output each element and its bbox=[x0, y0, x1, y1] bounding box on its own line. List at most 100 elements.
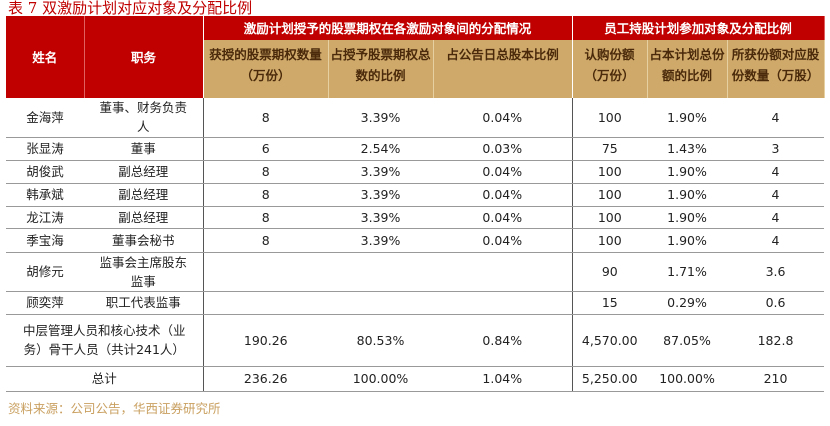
table-cell: 190.26 bbox=[203, 314, 328, 367]
table-cell: 3.39% bbox=[328, 183, 433, 207]
table-cell: 副总经理 bbox=[84, 206, 204, 229]
table-cell: 6 bbox=[203, 137, 328, 161]
table-cell: 4 bbox=[727, 206, 825, 229]
table-cell: 4,570.00 bbox=[572, 314, 648, 367]
table-cell: 100.00% bbox=[647, 366, 728, 392]
source-note: 资料来源：公司公告，华西证券研究所 bbox=[8, 401, 221, 416]
table-cell: 0.03% bbox=[433, 137, 573, 161]
table-title: 表 7 双激励计划对应对象及分配比例 bbox=[8, 0, 253, 17]
table-cell: 8 bbox=[203, 206, 328, 229]
header-c1: 获授的股票期权数量（万份） bbox=[203, 40, 329, 98]
table-cell: 8 bbox=[203, 228, 328, 253]
table-cell bbox=[203, 291, 328, 315]
header-c6: 所获份额对应股份数量（万股） bbox=[727, 40, 825, 98]
table-cell: 1.90% bbox=[647, 98, 728, 138]
table-cell: 100 bbox=[572, 98, 648, 138]
table-cell: 副总经理 bbox=[84, 160, 204, 184]
header-name: 姓名 bbox=[6, 16, 85, 98]
table-cell: 3.39% bbox=[328, 228, 433, 253]
table-cell: 0.6 bbox=[727, 291, 825, 315]
table-cell: 2.54% bbox=[328, 137, 433, 161]
table-cell: 总计 bbox=[6, 366, 204, 392]
table-cell: 5,250.00 bbox=[572, 366, 648, 392]
table-cell: 胡修元 bbox=[6, 252, 84, 292]
table-cell: 100 bbox=[572, 183, 648, 207]
table-row: 胡修元 监事会主席股东监事 90 1.71% 3.6 bbox=[6, 252, 825, 292]
table-cell: 龙江涛 bbox=[6, 206, 84, 229]
table-row: 韩承斌 副总经理 8 3.39% 0.04% 100 1.90% 4 bbox=[6, 183, 825, 207]
table-cell: 90 bbox=[572, 252, 648, 292]
header-c4: 认购份额（万份） bbox=[572, 40, 648, 98]
table-cell: 3.6 bbox=[727, 252, 825, 292]
table-cell: 0.04% bbox=[433, 228, 573, 253]
table-cell: 100 bbox=[572, 206, 648, 229]
table-cell: 董事 bbox=[84, 137, 204, 161]
table-cell: 监事会主席股东监事 bbox=[84, 252, 204, 292]
table-cell: 8 bbox=[203, 98, 328, 138]
table-cell bbox=[433, 291, 573, 315]
table-cell: 3.39% bbox=[328, 160, 433, 184]
table-cell bbox=[328, 291, 433, 315]
table-cell: 236.26 bbox=[203, 366, 328, 392]
table-cell: 季宝海 bbox=[6, 228, 84, 253]
table-cell: 8 bbox=[203, 183, 328, 207]
table-cell: 1.90% bbox=[647, 160, 728, 184]
table-row-total: 总计 236.26 100.00% 1.04% 5,250.00 100.00% 210 bbox=[6, 366, 825, 392]
table-cell: 4 bbox=[727, 160, 825, 184]
table-cell: 金海萍 bbox=[6, 98, 84, 138]
table-cell: 0.84% bbox=[433, 314, 573, 367]
table-cell: 1.90% bbox=[647, 206, 728, 229]
table-cell: 中层管理人员和核心技术（业务）骨干人员（共计241人） bbox=[6, 314, 204, 367]
table-cell: 3.39% bbox=[328, 206, 433, 229]
table-cell: 0.04% bbox=[433, 206, 573, 229]
table-cell: 0.04% bbox=[433, 183, 573, 207]
table-cell: 4 bbox=[727, 98, 825, 138]
table-cell: 1.04% bbox=[433, 366, 573, 392]
table-cell: 80.53% bbox=[328, 314, 433, 367]
table-cell: 100 bbox=[572, 228, 648, 253]
table-cell bbox=[203, 252, 328, 292]
table-cell: 8 bbox=[203, 160, 328, 184]
table-cell: 3.39% bbox=[328, 98, 433, 138]
table-cell bbox=[328, 252, 433, 292]
table-cell: 顾奕萍 bbox=[6, 291, 84, 315]
table-cell: 胡俊武 bbox=[6, 160, 84, 184]
table-cell: 15 bbox=[572, 291, 648, 315]
table-row: 张显涛 董事 6 2.54% 0.03% 75 1.43% 3 bbox=[6, 137, 825, 161]
table-cell: 4 bbox=[727, 228, 825, 253]
table-row: 胡俊武 副总经理 8 3.39% 0.04% 100 1.90% 4 bbox=[6, 160, 825, 184]
header-group-options: 激励计划授予的股票期权在各激励对象间的分配情况 bbox=[203, 16, 573, 40]
table-cell: 董事、财务负责人 bbox=[84, 98, 204, 138]
header-c5: 占本计划总份额的比例 bbox=[647, 40, 728, 98]
table-cell: 4 bbox=[727, 183, 825, 207]
table-cell: 3 bbox=[727, 137, 825, 161]
table-cell: 副总经理 bbox=[84, 183, 204, 207]
table-cell: 1.90% bbox=[647, 183, 728, 207]
table-cell: 韩承斌 bbox=[6, 183, 84, 207]
table-cell: 职工代表监事 bbox=[84, 291, 204, 315]
header-position: 职务 bbox=[84, 16, 204, 98]
table-row: 金海萍 董事、财务负责人 8 3.39% 0.04% 100 1.90% 4 bbox=[6, 98, 825, 138]
table-row: 季宝海 董事会秘书 8 3.39% 0.04% 100 1.90% 4 bbox=[6, 228, 825, 253]
table-cell: 182.8 bbox=[727, 314, 825, 367]
table-row-mid-management: 中层管理人员和核心技术（业务）骨干人员（共计241人） 190.26 80.53% 0… bbox=[6, 314, 825, 367]
table-cell: 0.04% bbox=[433, 160, 573, 184]
table-cell: 1.43% bbox=[647, 137, 728, 161]
table-row: 龙江涛 副总经理 8 3.39% 0.04% 100 1.90% 4 bbox=[6, 206, 825, 229]
table-cell: 董事会秘书 bbox=[84, 228, 204, 253]
table-cell: 75 bbox=[572, 137, 648, 161]
table-cell: 100 bbox=[572, 160, 648, 184]
table-cell: 0.04% bbox=[433, 98, 573, 138]
table-cell: 1.90% bbox=[647, 228, 728, 253]
table-cell: 210 bbox=[727, 366, 825, 392]
header-c3: 占公告日总股本比例 bbox=[433, 40, 573, 98]
table-cell: 张显涛 bbox=[6, 137, 84, 161]
allocation-table: 姓名 职务 激励计划授予的股票期权在各激励对象间的分配情况 员工持股计划参加对象… bbox=[6, 16, 825, 392]
header-group-esop: 员工持股计划参加对象及分配比例 bbox=[572, 16, 825, 40]
table-cell: 1.71% bbox=[647, 252, 728, 292]
table-cell: 100.00% bbox=[328, 366, 433, 392]
table-cell: 87.05% bbox=[647, 314, 728, 367]
table-cell: 0.29% bbox=[647, 291, 728, 315]
header-c2: 占授予股票期权总数的比例 bbox=[328, 40, 434, 98]
table-row: 顾奕萍 职工代表监事 15 0.29% 0.6 bbox=[6, 291, 825, 315]
